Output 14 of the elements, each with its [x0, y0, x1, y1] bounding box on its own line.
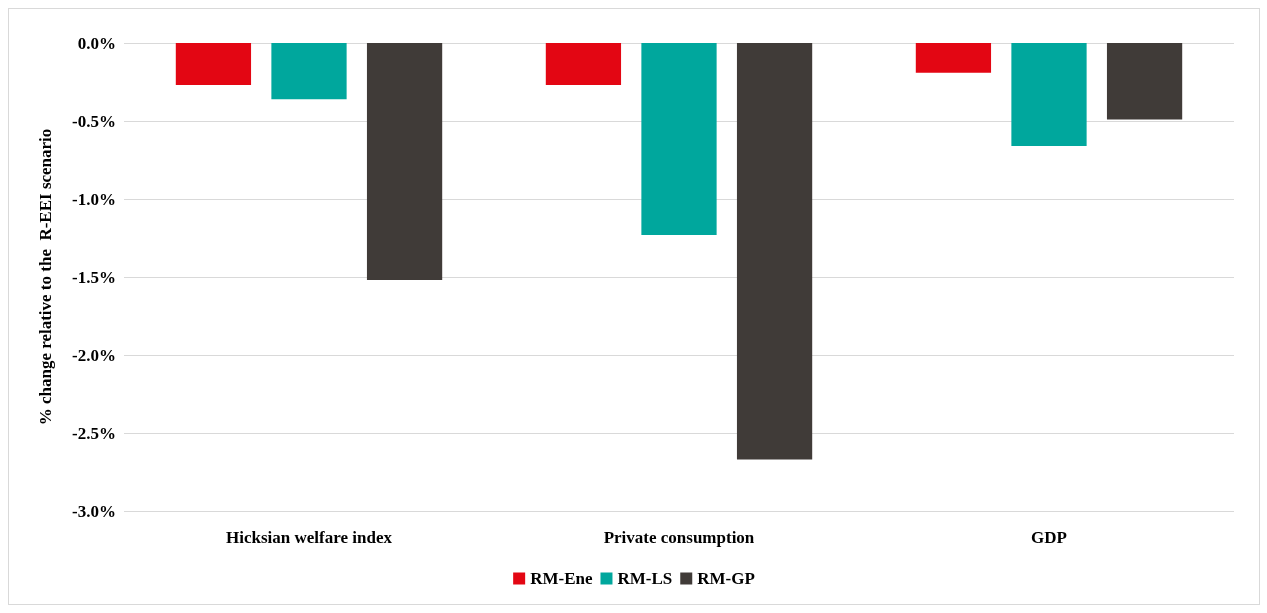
y-tick-label: -0.5% [72, 111, 116, 131]
y-tick-label: -3.0% [72, 501, 116, 521]
x-tick-label: Hicksian welfare index [226, 528, 393, 547]
y-tick-label: -2.5% [72, 423, 116, 443]
legend-label: RM-GP [697, 569, 755, 588]
legend-label: RM-Ene [530, 569, 593, 588]
y-tick-label: -1.5% [72, 267, 116, 287]
y-tick-label: -2.0% [72, 345, 116, 365]
x-tick-label: Private consumption [603, 528, 755, 547]
y-axis-title: % change relative to the R-EEI scenario [36, 128, 55, 426]
y-tick-label: 0.0% [77, 33, 116, 53]
x-tick-label: GDP [1031, 528, 1067, 547]
legend-label: RM-LS [617, 569, 673, 588]
y-tick-label: -1.0% [72, 189, 116, 209]
